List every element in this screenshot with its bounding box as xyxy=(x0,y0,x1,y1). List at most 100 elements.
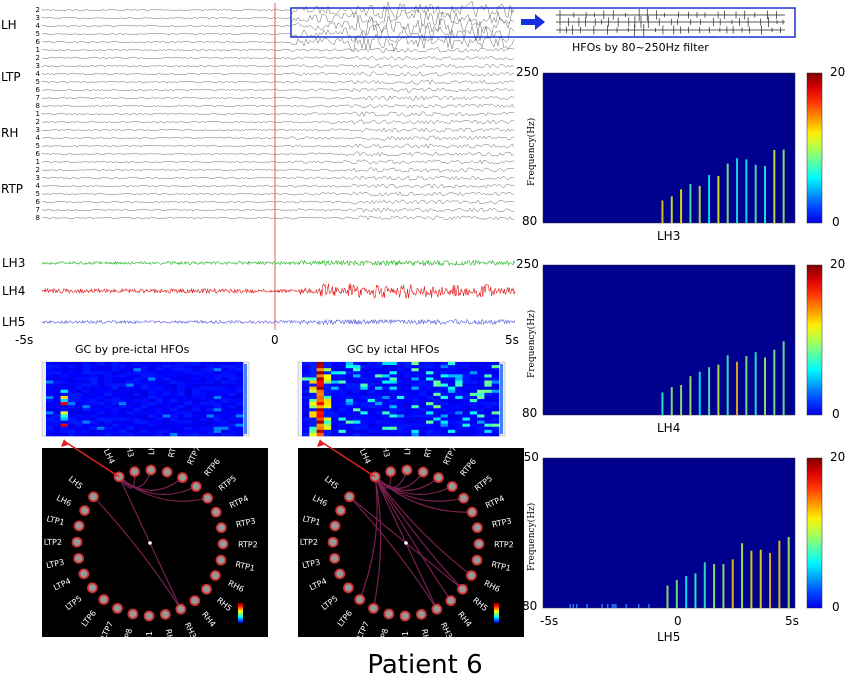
gc-cell xyxy=(213,380,222,384)
gc-cell xyxy=(382,383,390,387)
gc-cell xyxy=(367,371,376,375)
gc-cell xyxy=(367,377,376,381)
gc-cell xyxy=(374,411,383,415)
gc-cell xyxy=(353,411,361,415)
gc-cell xyxy=(447,426,456,431)
gc-cell xyxy=(228,395,237,400)
gc-cell xyxy=(118,414,127,418)
gc-cell xyxy=(426,368,434,372)
node-lh6 xyxy=(335,505,347,516)
gc-cell xyxy=(316,386,325,391)
gc-cell xyxy=(111,408,120,412)
gc-cell xyxy=(133,368,142,372)
node-ltp3 xyxy=(329,552,341,564)
time-tick-zero: 0 xyxy=(271,333,279,347)
node-ltp6 xyxy=(354,594,366,605)
gc-cell xyxy=(148,380,156,384)
gc-cell xyxy=(491,432,500,437)
x-tick: 0 xyxy=(674,614,682,628)
gc-cell xyxy=(140,365,149,369)
gc-cell xyxy=(82,389,91,394)
gc-cell xyxy=(82,414,91,418)
gc-cell xyxy=(491,374,500,378)
gc-cell xyxy=(345,423,354,428)
gc-cell xyxy=(82,392,91,397)
gc-cell xyxy=(191,420,200,424)
gc-cell xyxy=(184,392,193,397)
gc-cell xyxy=(162,383,171,387)
gc-cell xyxy=(228,377,237,381)
gc-cell xyxy=(302,408,310,412)
gc-cell xyxy=(221,368,229,372)
gc-cell xyxy=(374,362,383,366)
gc-cell xyxy=(374,429,383,434)
gc-cell xyxy=(221,429,229,434)
gc-cell xyxy=(367,402,376,406)
gc-cell xyxy=(118,392,127,397)
gc-cell xyxy=(184,429,193,434)
red-arrow-line xyxy=(319,440,376,478)
gc-cell xyxy=(316,365,325,369)
node-rtp2 xyxy=(473,538,485,550)
gc-cell xyxy=(97,389,105,394)
gc-cell xyxy=(199,395,207,400)
gc-cell xyxy=(67,426,76,431)
gc-cell xyxy=(170,383,178,387)
eeg-trace xyxy=(41,135,515,141)
gc-cell xyxy=(455,377,463,381)
gc-cell xyxy=(60,405,69,409)
group-label-rtp: RTP xyxy=(1,182,24,196)
gc-cell xyxy=(323,411,332,415)
node-lh2 xyxy=(401,464,413,476)
gc-cell xyxy=(53,374,61,378)
channel-number: 3 xyxy=(35,14,40,22)
gc-cell xyxy=(367,405,376,409)
gc-cell xyxy=(477,389,485,394)
eeg-trace xyxy=(41,71,515,77)
gc-cell xyxy=(374,365,383,369)
gc-cell xyxy=(345,377,354,381)
gc-cell xyxy=(396,402,405,406)
node-label: LTP3 xyxy=(45,558,65,571)
gc-cell xyxy=(484,426,493,431)
gc-cell xyxy=(367,417,376,421)
gc-cell xyxy=(184,386,193,391)
channel-number: 6 xyxy=(35,150,40,158)
gc-cell xyxy=(53,380,61,384)
gc-cell xyxy=(491,414,500,418)
gc-cell xyxy=(118,386,127,391)
channel-number: 4 xyxy=(35,182,40,190)
gc-cell xyxy=(155,377,164,381)
gc-cell xyxy=(353,414,361,418)
gc-cell xyxy=(213,411,222,415)
gc-cell xyxy=(46,429,54,434)
node-label: RTP2 xyxy=(494,540,514,549)
gc-cell xyxy=(455,365,463,369)
gc-cell xyxy=(148,386,156,391)
gc-cell xyxy=(455,402,463,406)
gc-cell xyxy=(309,429,317,434)
gc-cell xyxy=(374,386,383,391)
gc-cell xyxy=(433,414,441,418)
hfo-burst xyxy=(648,604,650,608)
gc-cell xyxy=(75,429,83,434)
hfo-burst xyxy=(736,361,739,415)
hfo-burst xyxy=(670,196,673,223)
gc-cell xyxy=(177,380,185,384)
gc-cell xyxy=(462,414,471,418)
gc-cell xyxy=(104,368,112,372)
gc-cell xyxy=(46,408,54,412)
gc-cell xyxy=(447,377,456,381)
gc-cell xyxy=(89,362,98,366)
gc-cell xyxy=(97,408,105,412)
gc-cell xyxy=(184,380,193,384)
node-rtp6 xyxy=(446,481,458,492)
gc-cell xyxy=(221,377,229,381)
gc-cell xyxy=(404,380,412,384)
gc-cell xyxy=(469,402,478,406)
gc-cell xyxy=(118,402,127,406)
y-tick-max: 250 xyxy=(516,450,539,464)
gc-cell xyxy=(206,408,215,412)
gc-cell xyxy=(53,389,61,394)
gc-cell xyxy=(316,371,325,375)
